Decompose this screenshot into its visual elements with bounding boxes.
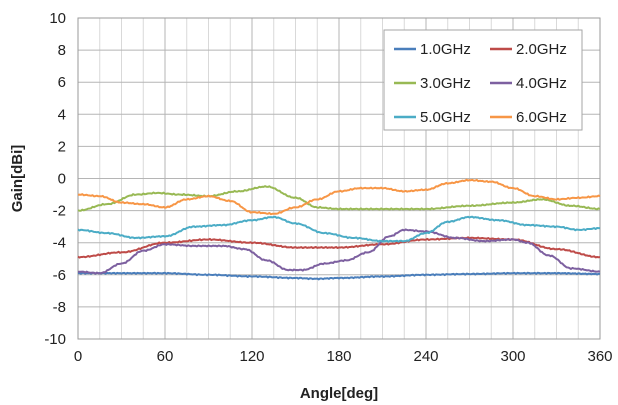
y-tick-labels: -10 -8 -6 -4 -2 0 2 4 6 8 10: [44, 10, 66, 348]
legend-label: 6.0GHz: [516, 109, 567, 126]
y-axis-title: Gain[dBi]: [9, 145, 26, 213]
y-tick-label: 10: [49, 10, 66, 27]
series-line-6-0ghz: [77, 178, 601, 216]
y-tick-label: -8: [53, 299, 66, 316]
legend-label: 3.0GHz: [420, 75, 471, 92]
legend-label: 2.0GHz: [516, 41, 567, 58]
y-tick-label: 6: [58, 74, 66, 91]
series-lines: [77, 178, 601, 281]
x-axis-title: Angle[deg]: [300, 385, 378, 402]
series-line-4-0ghz: [78, 228, 601, 275]
x-tick-label: 300: [500, 348, 525, 365]
y-tick-label: -4: [53, 235, 66, 252]
y-tick-label: -6: [53, 267, 66, 284]
x-tick-label: 360: [587, 348, 612, 365]
x-tick-label: 120: [239, 348, 264, 365]
series-line-3-0ghz: [77, 185, 601, 212]
y-tick-label: 2: [58, 138, 66, 155]
y-tick-label: -2: [53, 203, 66, 220]
legend-box: [383, 29, 583, 131]
series-line-5-0ghz: [77, 215, 601, 243]
x-tick-labels: 0 60 120 180 240 300 360: [74, 348, 613, 365]
legend-label: 1.0GHz: [420, 41, 471, 58]
x-tick-label: 240: [413, 348, 438, 365]
legend-label: 4.0GHz: [516, 75, 567, 92]
x-tick-label: 60: [157, 348, 174, 365]
y-tick-label: 8: [58, 42, 66, 59]
x-tick-label: 0: [74, 348, 82, 365]
legend: 1.0GHz 2.0GHz 3.0GHz 4.0GHz 5.0GHz 6.0GHz: [383, 29, 583, 131]
y-tick-label: -10: [44, 331, 66, 348]
y-tick-label: 4: [58, 106, 66, 123]
x-tick-label: 180: [326, 348, 351, 365]
legend-label: 5.0GHz: [420, 109, 471, 126]
plot-area-frame: [77, 17, 601, 340]
y-tick-label: 0: [58, 171, 66, 188]
series-line-1-0ghz: [77, 271, 601, 281]
